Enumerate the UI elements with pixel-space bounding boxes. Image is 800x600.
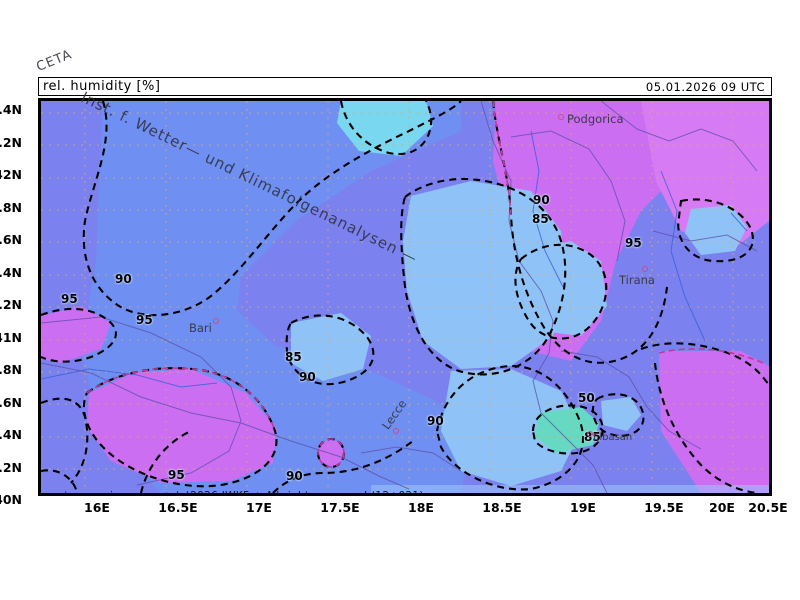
band-80-85-pocket-ne — [685, 205, 747, 255]
y-tick-label: 41N — [0, 330, 22, 345]
city-dot-elbasan — [587, 431, 593, 437]
y-tick-label: 40N — [0, 492, 22, 507]
parameter-title: rel. humidity [%] — [43, 79, 161, 94]
copyright-credit: meteo-services.com ∗ (c)2026 IWKF ∗ All … — [47, 490, 424, 493]
y-tick-label: 41.6N — [0, 232, 22, 247]
band-80-85-adriatic — [403, 181, 567, 369]
y-tick-label: 40.8N — [0, 362, 22, 377]
y-tick-label: 42N — [0, 167, 22, 182]
valid-timestamp: 05.01.2026 09 UTC — [645, 80, 765, 94]
map-title-bar: rel. humidity [%] 05.01.2026 09 UTC — [38, 77, 772, 96]
band-95-apulia-nw — [41, 306, 111, 363]
y-tick-label: 42.2N — [0, 135, 22, 150]
band-bottom-strip — [371, 485, 769, 493]
city-dot-podgorica — [558, 114, 564, 120]
x-axis-tick: 19E — [570, 500, 596, 515]
y-tick-label: 41.4N — [0, 265, 22, 280]
city-dot-tirana — [642, 266, 648, 272]
band-80-85-bari-east — [291, 313, 371, 381]
x-axis-tick: 16.5E — [158, 500, 198, 515]
watermark-badge: CETA — [34, 47, 75, 75]
x-axis-tick: 17E — [246, 500, 272, 515]
x-axis-tick: 17.5E — [320, 500, 360, 515]
x-axis-tick: 20E — [709, 500, 735, 515]
x-axis-tick: 16E — [84, 500, 110, 515]
map-canvas[interactable]: 95 90 95 85 90 95 90 90 90 85 95 50 85 P… — [41, 101, 769, 493]
x-axis-tick: 19.5E — [644, 500, 684, 515]
band-95-apulia-main — [87, 369, 277, 483]
band-80-85-south — [441, 369, 581, 486]
y-tick-label: 42.4N — [0, 102, 22, 117]
band-95-bubble — [319, 440, 343, 466]
y-tick-label: 41.8N — [0, 200, 22, 215]
contour-95-magenta — [86, 101, 764, 468]
x-axis-tick: 18.5E — [482, 500, 522, 515]
y-tick-label: 40.6N — [0, 395, 22, 410]
humidity-field-svg — [41, 101, 769, 493]
band-80-85-elbasan — [601, 397, 641, 431]
river-layer — [41, 130, 748, 388]
city-dot-lecce — [393, 428, 399, 434]
y-tick-label: 41.2N — [0, 297, 22, 312]
contour-layer — [41, 101, 769, 493]
x-axis-tick: 20.5E — [748, 500, 788, 515]
city-dot-bari — [213, 318, 219, 324]
x-axis-tick: 18E — [408, 500, 434, 515]
y-tick-label: 40.2N — [0, 460, 22, 475]
map-frame[interactable]: 95 90 95 85 90 95 90 90 90 85 95 50 85 P… — [38, 98, 772, 496]
graticule — [41, 101, 769, 493]
band-95-se — [659, 351, 769, 493]
y-tick-label: 40.4N — [0, 427, 22, 442]
